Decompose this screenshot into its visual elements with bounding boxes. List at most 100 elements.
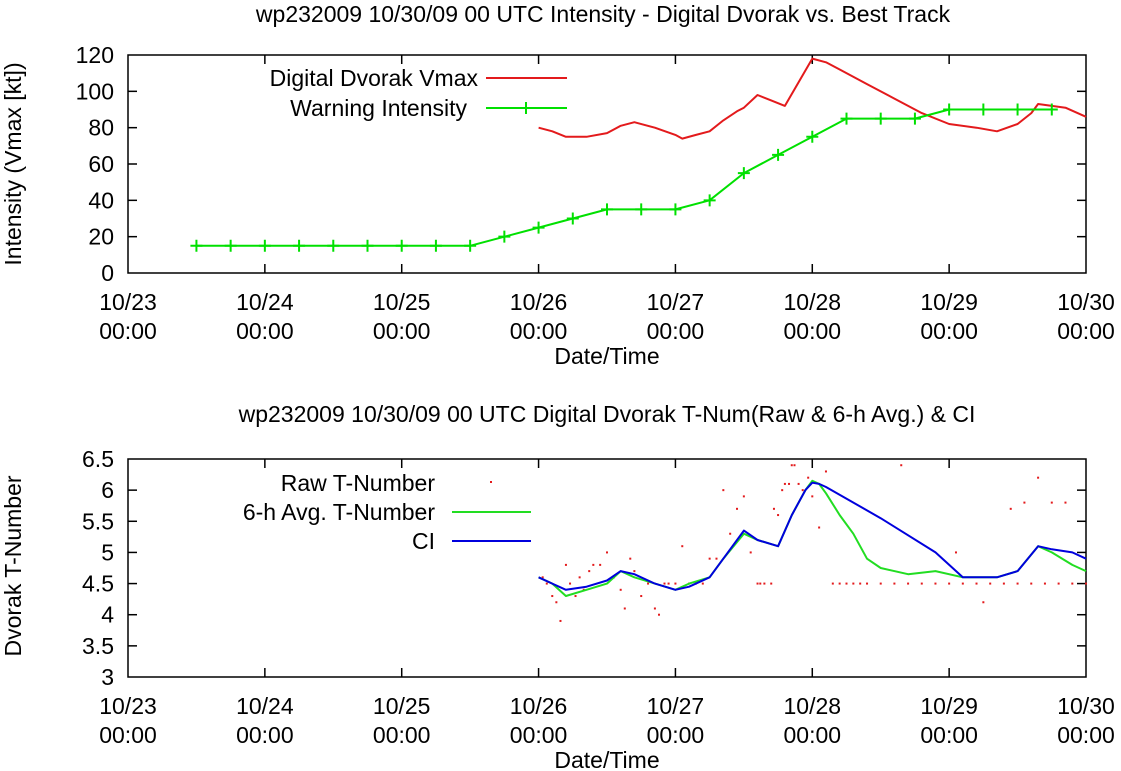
raw-t-number-point — [629, 557, 632, 560]
x-tick-date: 10/29 — [920, 693, 978, 719]
warning-intensity-marker — [258, 239, 271, 252]
raw-t-number-point — [564, 563, 567, 566]
x-tick-time: 00:00 — [920, 722, 978, 748]
warning-intensity-marker — [977, 103, 990, 116]
raw-t-number-point — [793, 464, 796, 467]
x-tick-time: 00:00 — [99, 722, 157, 748]
y-tick-label: 5.5 — [82, 508, 114, 534]
warning-intensity-marker — [429, 239, 442, 252]
raw-t-number-point — [619, 588, 622, 591]
x-tick-date: 10/24 — [236, 693, 294, 719]
raw-t-number-point — [559, 619, 562, 622]
raw-t-number-point — [982, 601, 985, 604]
y-tick-label: 100 — [76, 78, 114, 104]
x-tick-date: 10/23 — [99, 289, 157, 315]
raw-t-number-point — [545, 582, 548, 585]
raw-t-number-point — [852, 582, 855, 585]
x-tick-date: 10/24 — [236, 289, 294, 315]
warning-intensity-marker — [635, 203, 648, 216]
digital-dvorak-vmax-line — [538, 57, 1087, 140]
raw-t-number-point — [831, 582, 834, 585]
x-tick-date: 10/28 — [784, 693, 842, 719]
y-tick-label: 3 — [101, 664, 114, 690]
raw-t-number-point — [551, 595, 554, 598]
raw-t-number-point — [781, 489, 784, 492]
tnumber-chart-title: wp232009 10/30/09 00 UTC Digital Dvorak … — [238, 401, 976, 427]
x-tick-time: 00:00 — [236, 318, 294, 344]
tnumber-x-axis-label: Date/Time — [554, 747, 659, 771]
raw-t-number-point — [569, 582, 572, 585]
x-tick-time: 00:00 — [510, 722, 568, 748]
raw-t-number-point — [866, 582, 869, 585]
warning-intensity-marker — [1011, 103, 1024, 116]
raw-t-number-point — [783, 482, 786, 485]
intensity-chart-title: wp232009 10/30/09 00 UTC Intensity - Dig… — [255, 1, 951, 27]
x-tick-date: 10/23 — [99, 693, 157, 719]
raw-t-number-point — [667, 582, 670, 585]
intensity-legend: Digital Dvorak Vmax Warning Intensity — [270, 65, 567, 121]
legend-label-avg: 6-h Avg. T-Number — [243, 499, 436, 525]
y-tick-label: 80 — [88, 115, 114, 141]
x-tick-time: 00:00 — [99, 318, 157, 344]
raw-t-number-point — [948, 582, 951, 585]
y-tick-label: 4.5 — [82, 571, 114, 597]
ci-line — [538, 481, 1087, 591]
raw-t-number-point — [722, 489, 725, 492]
warning-intensity-marker — [908, 112, 921, 125]
raw-t-number-point — [807, 476, 810, 479]
legend-swatch-raw — [490, 481, 492, 483]
y-tick-label: 6 — [101, 477, 114, 503]
warning-intensity-marker — [840, 112, 853, 125]
raw-t-number-point — [578, 576, 581, 579]
warning-intensity-marker — [395, 239, 408, 252]
raw-t-number-point — [1057, 582, 1060, 585]
6-h-avg-t-number-line — [538, 479, 1087, 597]
tnumber-series — [538, 464, 1087, 622]
warning-intensity-marker — [293, 239, 306, 252]
raw-t-number-point — [859, 582, 862, 585]
x-tick-date: 10/25 — [373, 289, 431, 315]
raw-t-number-point — [879, 582, 882, 585]
raw-t-number-point — [653, 607, 656, 610]
raw-t-number-point — [954, 551, 957, 554]
x-tick-date: 10/27 — [647, 693, 705, 719]
x-tick-date: 10/30 — [1057, 693, 1115, 719]
raw-t-number-point — [1002, 582, 1005, 585]
intensity-y-ticks: 0 20 40 60 80 100 120 — [76, 42, 1086, 286]
x-tick-time: 00:00 — [1057, 318, 1115, 344]
warning-intensity-marker — [806, 130, 819, 143]
tnumber-y-axis-label: Dvorak T-Number — [0, 475, 26, 656]
legend-label-ci: CI — [412, 528, 435, 554]
y-tick-label: 40 — [88, 187, 114, 213]
raw-t-number-point — [1085, 582, 1087, 585]
raw-t-number-point — [736, 507, 739, 510]
raw-t-number-point — [708, 557, 711, 560]
warning-intensity-marker — [943, 103, 956, 116]
raw-t-number-point — [640, 595, 643, 598]
raw-t-number-point — [1037, 476, 1040, 479]
warning-intensity-marker — [190, 239, 203, 252]
raw-t-number-point — [663, 582, 666, 585]
x-tick-date: 10/28 — [784, 289, 842, 315]
warning-intensity-marker — [532, 221, 545, 234]
x-tick-date: 10/29 — [920, 289, 978, 315]
raw-t-number-point — [797, 482, 800, 485]
raw-t-number-point — [1016, 582, 1019, 585]
warning-intensity-marker — [772, 148, 785, 161]
y-tick-label: 4 — [101, 602, 114, 628]
x-tick-time: 00:00 — [647, 722, 705, 748]
warning-intensity-marker — [703, 194, 716, 207]
x-tick-time: 00:00 — [784, 722, 842, 748]
x-tick-time: 00:00 — [236, 722, 294, 748]
raw-t-number-point — [975, 582, 978, 585]
raw-t-number-point — [674, 582, 677, 585]
legend-label-warning: Warning Intensity — [290, 95, 467, 121]
y-tick-label: 120 — [76, 42, 114, 68]
raw-t-number-point — [658, 613, 661, 616]
x-tick-date: 10/26 — [510, 289, 568, 315]
raw-t-number-point — [749, 551, 752, 554]
intensity-x-ticks: 10/23 00:00 10/24 00:00 10/25 00:00 10/26 00:00… — [99, 55, 1115, 344]
tnumber-plot-frame — [127, 458, 1087, 678]
raw-t-number-point — [920, 582, 923, 585]
